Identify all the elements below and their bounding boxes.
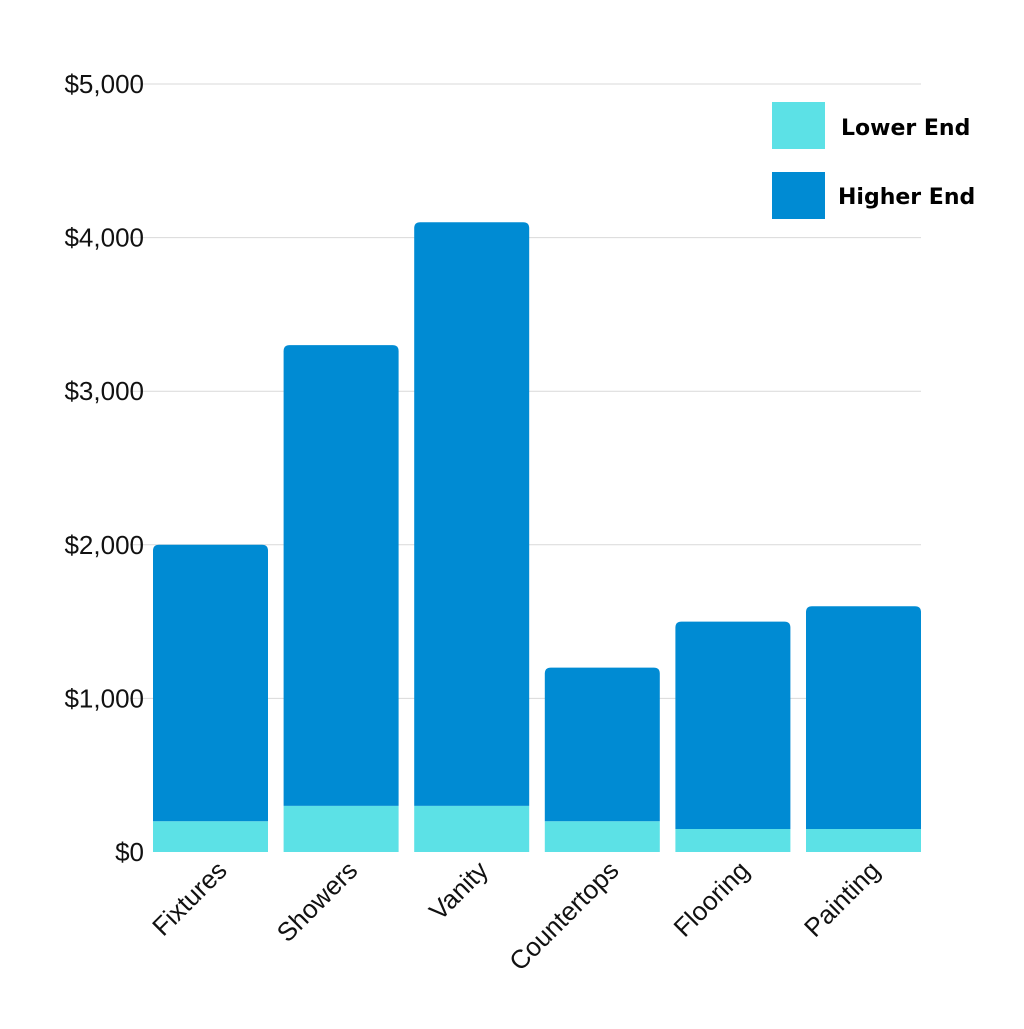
y-tick-label: $4,000 [64,223,144,253]
y-axis: $0 $1,000 $2,000 $3,000 $4,000 $5,000 [64,69,144,867]
bar-fixtures-higher-end [153,544,268,822]
bar-showers-lower-end [283,805,399,852]
bar-vanity-lower-end [414,805,530,852]
bar-countertops-lower-end [544,821,660,852]
x-axis: Fixtures Showers Vanity Countertops Flooring… [146,855,886,976]
bars [153,222,921,852]
bar-vanity-higher-end [414,222,530,806]
y-tick-label: $0 [115,837,144,867]
x-tick-label: Countertops [503,855,624,976]
bar-painting-higher-end [806,606,921,829]
x-tick-label: Painting [798,855,886,943]
bar-countertops-higher-end [544,667,660,822]
y-tick-label: $3,000 [64,376,144,406]
y-tick-label: $2,000 [64,530,144,560]
y-tick-label: $5,000 [64,69,144,99]
x-tick-label: Fixtures [146,855,233,942]
bar-flooring-higher-end [675,621,791,829]
x-tick-label: Flooring [668,855,756,943]
x-tick-label: Vanity [423,855,494,926]
bar-showers-higher-end [283,345,399,806]
legend-label-higher-end: Higher End [838,185,975,210]
legend-label-lower-end: Lower End [841,116,970,141]
legend-swatch-higher-end [772,172,825,219]
y-tick-label: $1,000 [64,683,144,713]
x-tick-label: Showers [271,855,364,948]
bar-fixtures-lower-end [153,821,268,852]
legend-swatch-lower-end [772,102,825,149]
bar-flooring-lower-end [675,828,791,852]
legend: Lower End Higher End [772,102,975,219]
bar-painting-lower-end [806,828,921,852]
